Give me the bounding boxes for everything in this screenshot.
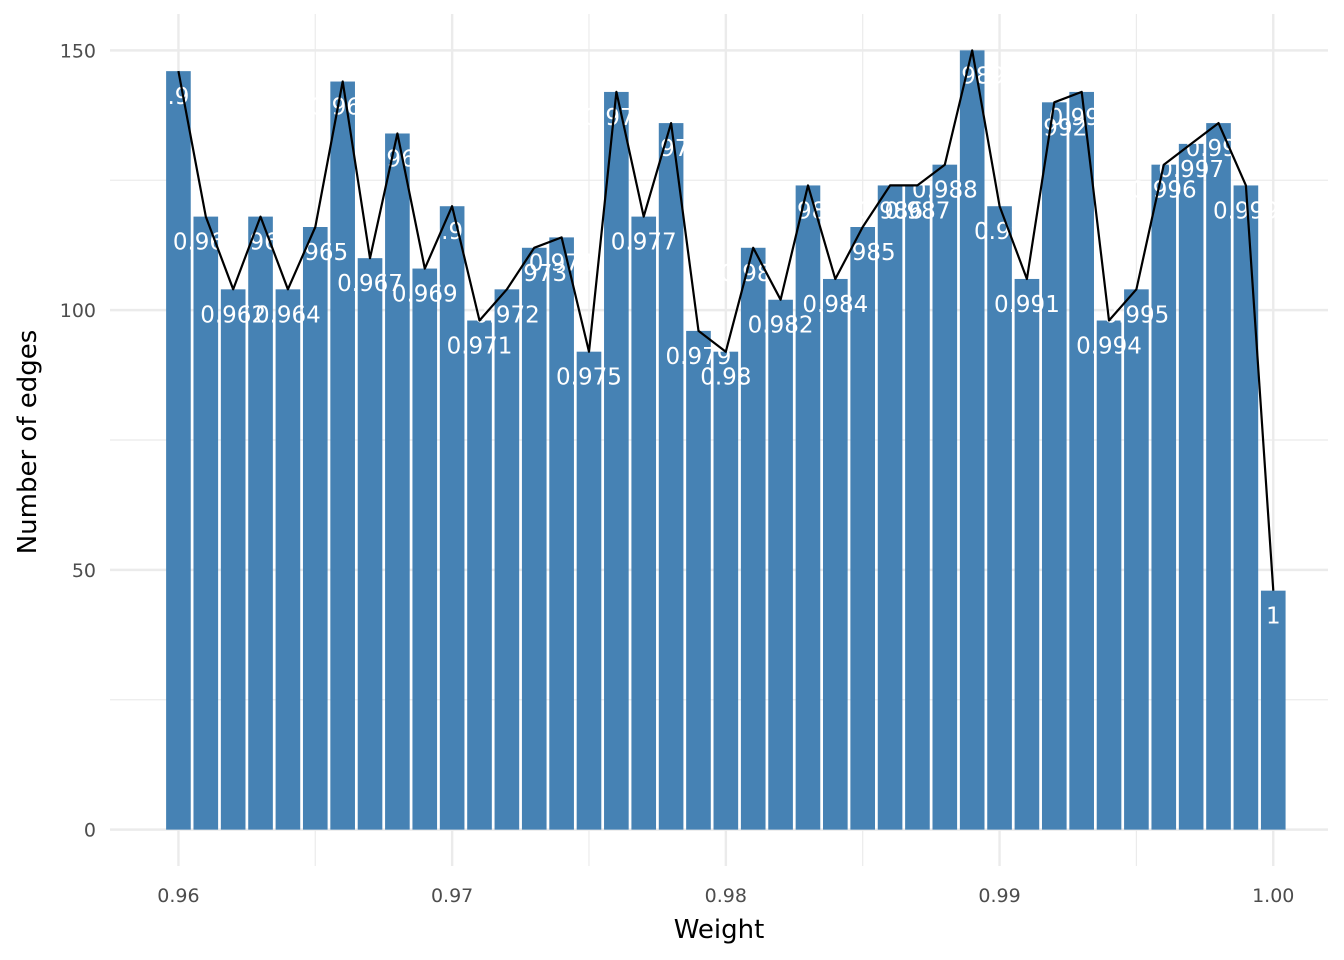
bar-value-label: 0.993 [1049,105,1115,131]
y-axis-title: Number of edges [13,330,43,555]
x-tick-label: 0.97 [431,885,473,907]
bar [604,91,629,830]
bar-value-label: 0.999 [1213,198,1279,224]
bar [1124,289,1149,830]
bar-value-label: 0.961 [173,230,239,256]
bar-value-label: 0.985 [830,240,896,266]
x-axis-title: Weight [674,915,765,945]
bar [549,237,574,830]
bar [521,247,547,830]
bar-value-label: 0.996 [1131,178,1197,204]
bar [330,81,355,830]
bar [467,320,492,830]
bar [959,50,985,830]
bar-value-label: 0.978 [638,136,704,162]
bar [1260,590,1286,830]
bar [494,289,520,830]
y-tick-label: 100 [60,300,96,322]
bar-value-label: 0.967 [337,271,403,297]
bar [1069,91,1094,830]
bar-value-label: 0.975 [556,365,622,391]
bar-value-label: 0.96 [153,84,204,110]
bar-value-label: 0.964 [255,302,321,328]
x-axis-ticks: 0.96 0.97 0.98 0.99 1.00 [157,885,1294,907]
bar-value-label: 0.966 [310,95,376,121]
bar-value-label: 0.99 [974,219,1025,245]
bar [795,185,821,830]
bar-value-label: 0.991 [994,292,1060,318]
bar [740,247,766,830]
y-tick-label: 150 [60,40,96,62]
bar [877,185,903,830]
bar [412,268,438,830]
bar [166,71,191,830]
bar-value-label: 0.992 [1021,115,1087,141]
bar [987,206,1012,830]
bar [1041,102,1067,830]
y-tick-label: 0 [84,820,96,842]
bar-value-label: 0.984 [802,292,868,318]
bar [850,227,876,830]
bar-value-label: 0.994 [1076,334,1142,360]
bar [1096,320,1122,830]
bar-value-label: 1 [1266,604,1281,630]
bar [385,133,410,830]
bar [1233,185,1259,830]
bar [357,258,383,830]
x-tick-label: 0.96 [157,885,199,907]
bar-value-label: 0.981 [720,261,786,287]
bar [248,216,273,830]
bar [193,216,219,830]
bar-value-label: 0.968 [364,146,430,172]
bar [1178,143,1204,830]
bar-value-label: 0.962 [200,302,266,328]
bar [439,206,465,830]
bar [658,123,684,830]
bar [713,351,739,830]
bar-value-label: 0.963 [228,230,294,256]
x-tick-label: 1.00 [1252,885,1294,907]
bar-value-label: 0.974 [529,250,595,276]
bar-value-label: 0.989 [939,63,1005,89]
y-axis-ticks: 0 50 100 150 [60,40,96,841]
bar [631,216,657,830]
bar-value-label: 0.987 [885,198,951,224]
bar [1206,123,1231,830]
bar [220,289,246,830]
x-tick-label: 0.98 [705,885,747,907]
bars [166,50,1286,830]
bar-value-label: 0.969 [392,282,458,308]
bar [275,289,301,830]
bar-value-label: 0.976 [583,105,649,131]
x-tick-label: 0.99 [978,885,1020,907]
bar [768,299,793,830]
bar [302,227,328,830]
bar [576,351,602,830]
bar [932,164,958,830]
bar-value-label: 0.98 [700,365,751,391]
bar-value-label: 0.97 [427,219,478,245]
bar-value-label: 0.982 [748,313,814,339]
y-tick-label: 50 [72,560,96,582]
bar [905,185,930,830]
bar [1151,164,1177,830]
bar-value-label: 0.965 [282,240,348,266]
bar-value-label: 0.977 [611,230,677,256]
series-line [177,49,1275,591]
bar [823,278,848,830]
bar-value-label: 0.983 [775,198,841,224]
bar [686,330,711,830]
bar-value-label: 0.971 [447,334,513,360]
bar [1014,278,1040,830]
